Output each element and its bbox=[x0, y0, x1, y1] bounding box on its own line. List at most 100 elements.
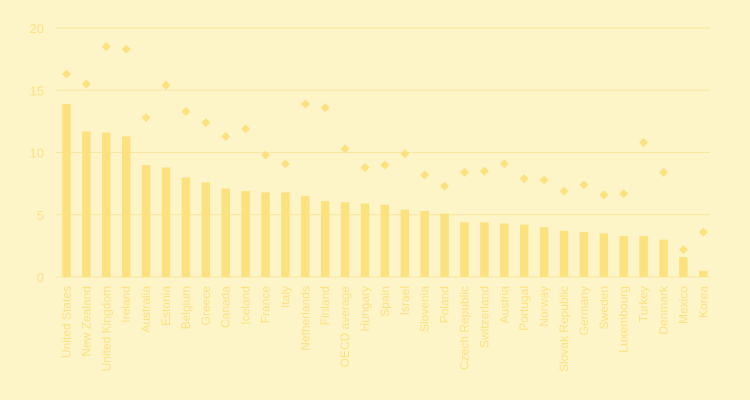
x-category-label: Switzerland bbox=[477, 286, 491, 348]
diamond-marker bbox=[81, 79, 91, 89]
x-category-label: Italy bbox=[278, 286, 292, 308]
diamond-marker bbox=[62, 69, 71, 79]
bar bbox=[500, 223, 509, 277]
y-tick-label: 5 bbox=[37, 208, 44, 223]
x-category-label: United States bbox=[60, 286, 74, 358]
x-category-label: Mexico bbox=[676, 286, 690, 324]
diamond-marker bbox=[579, 180, 589, 190]
bar bbox=[440, 213, 449, 277]
x-category-label: Iceland bbox=[239, 286, 253, 325]
x-category-label: Slovak Republic bbox=[557, 286, 571, 372]
x-category-label: OECD average bbox=[338, 286, 352, 368]
diamond-marker bbox=[479, 166, 489, 176]
x-category-label: Australia bbox=[139, 286, 153, 333]
bar bbox=[320, 201, 330, 277]
x-category-label: Portugal bbox=[517, 286, 531, 331]
bar-series bbox=[62, 103, 708, 277]
x-category-label: France bbox=[259, 286, 273, 324]
x-category-label: Ireland bbox=[119, 286, 133, 323]
x-category-label: Belgium bbox=[179, 286, 193, 329]
x-category-label: Germany bbox=[577, 286, 591, 335]
bar bbox=[659, 239, 668, 277]
bar bbox=[62, 103, 71, 277]
bar bbox=[161, 167, 171, 277]
x-category-label: Israel bbox=[398, 286, 412, 315]
y-tick-label: 15 bbox=[30, 83, 44, 98]
y-axis-ticks: 0 5 10 15 20 bbox=[30, 21, 44, 285]
x-category-label: Finland bbox=[318, 286, 332, 325]
x-category-label: Greece bbox=[199, 286, 213, 326]
diamond-marker bbox=[539, 175, 549, 185]
bar bbox=[281, 192, 290, 277]
bar bbox=[181, 177, 191, 277]
x-category-label: Sweden bbox=[597, 286, 611, 329]
bar bbox=[102, 132, 111, 277]
bar bbox=[619, 235, 628, 277]
diamond-marker bbox=[280, 159, 290, 169]
diamond-marker bbox=[499, 159, 509, 169]
bar bbox=[539, 227, 549, 277]
bar bbox=[141, 164, 151, 277]
diamond-marker bbox=[400, 149, 410, 159]
diamond-marker bbox=[241, 124, 251, 134]
diamond-marker bbox=[320, 103, 330, 113]
diamond-marker bbox=[380, 160, 390, 170]
x-category-label: Norway bbox=[537, 286, 551, 327]
diamond-marker bbox=[201, 118, 211, 128]
diamond-marker bbox=[261, 150, 270, 160]
bar bbox=[639, 235, 648, 277]
bar bbox=[261, 192, 270, 277]
bar bbox=[480, 222, 489, 277]
x-category-label: New Zealand bbox=[79, 286, 93, 357]
x-category-label: Netherlands bbox=[298, 286, 312, 351]
diamond-marker bbox=[559, 186, 569, 196]
bar bbox=[420, 211, 429, 277]
x-axis-labels: United States New Zealand United Kingdom Ir… bbox=[60, 285, 711, 372]
diamond-marker bbox=[440, 181, 450, 191]
diamond-marker bbox=[698, 227, 708, 237]
diamond-marker bbox=[101, 42, 111, 52]
bar bbox=[599, 233, 609, 277]
bar bbox=[559, 230, 569, 277]
x-category-label: Poland bbox=[438, 286, 452, 323]
y-tick-label: 20 bbox=[30, 21, 44, 36]
y-tick-label: 10 bbox=[30, 146, 44, 161]
diamond-marker bbox=[300, 99, 310, 109]
diamond-marker bbox=[619, 189, 629, 199]
diamond-marker bbox=[181, 106, 191, 116]
bar bbox=[121, 136, 131, 277]
x-category-label: Hungary bbox=[358, 286, 372, 331]
bar bbox=[82, 131, 91, 277]
x-category-label: Korea bbox=[696, 286, 710, 318]
bar bbox=[579, 232, 589, 277]
bar bbox=[679, 257, 688, 277]
x-category-label: United Kingdom bbox=[99, 286, 113, 371]
diamond-marker bbox=[221, 131, 231, 141]
bar bbox=[699, 270, 708, 277]
diamond-marker bbox=[460, 167, 469, 177]
diamond-marker bbox=[599, 190, 609, 200]
diamond-marker bbox=[141, 113, 151, 123]
x-category-label: Turkey bbox=[637, 286, 651, 322]
diamond-marker bbox=[161, 80, 171, 90]
x-category-label: Denmark bbox=[657, 285, 671, 335]
bar bbox=[400, 209, 410, 277]
x-category-label: Austria bbox=[497, 286, 511, 324]
bar bbox=[360, 203, 370, 277]
bar bbox=[201, 182, 211, 277]
diamond-marker bbox=[360, 162, 370, 172]
x-category-label: Estonia bbox=[159, 286, 173, 326]
diamond-series bbox=[62, 42, 708, 255]
y-tick-label: 0 bbox=[37, 270, 44, 285]
x-category-label: Czech Republic bbox=[458, 286, 472, 370]
bar bbox=[519, 224, 529, 277]
diamond-marker bbox=[340, 144, 350, 154]
diamond-marker bbox=[519, 174, 529, 184]
x-category-label: Luxembourg bbox=[617, 286, 631, 353]
diamond-marker bbox=[420, 170, 430, 180]
diamond-marker bbox=[121, 44, 131, 54]
x-category-label: Canada bbox=[219, 286, 233, 328]
x-category-label: Slovenia bbox=[418, 286, 432, 332]
bar bbox=[340, 202, 350, 277]
